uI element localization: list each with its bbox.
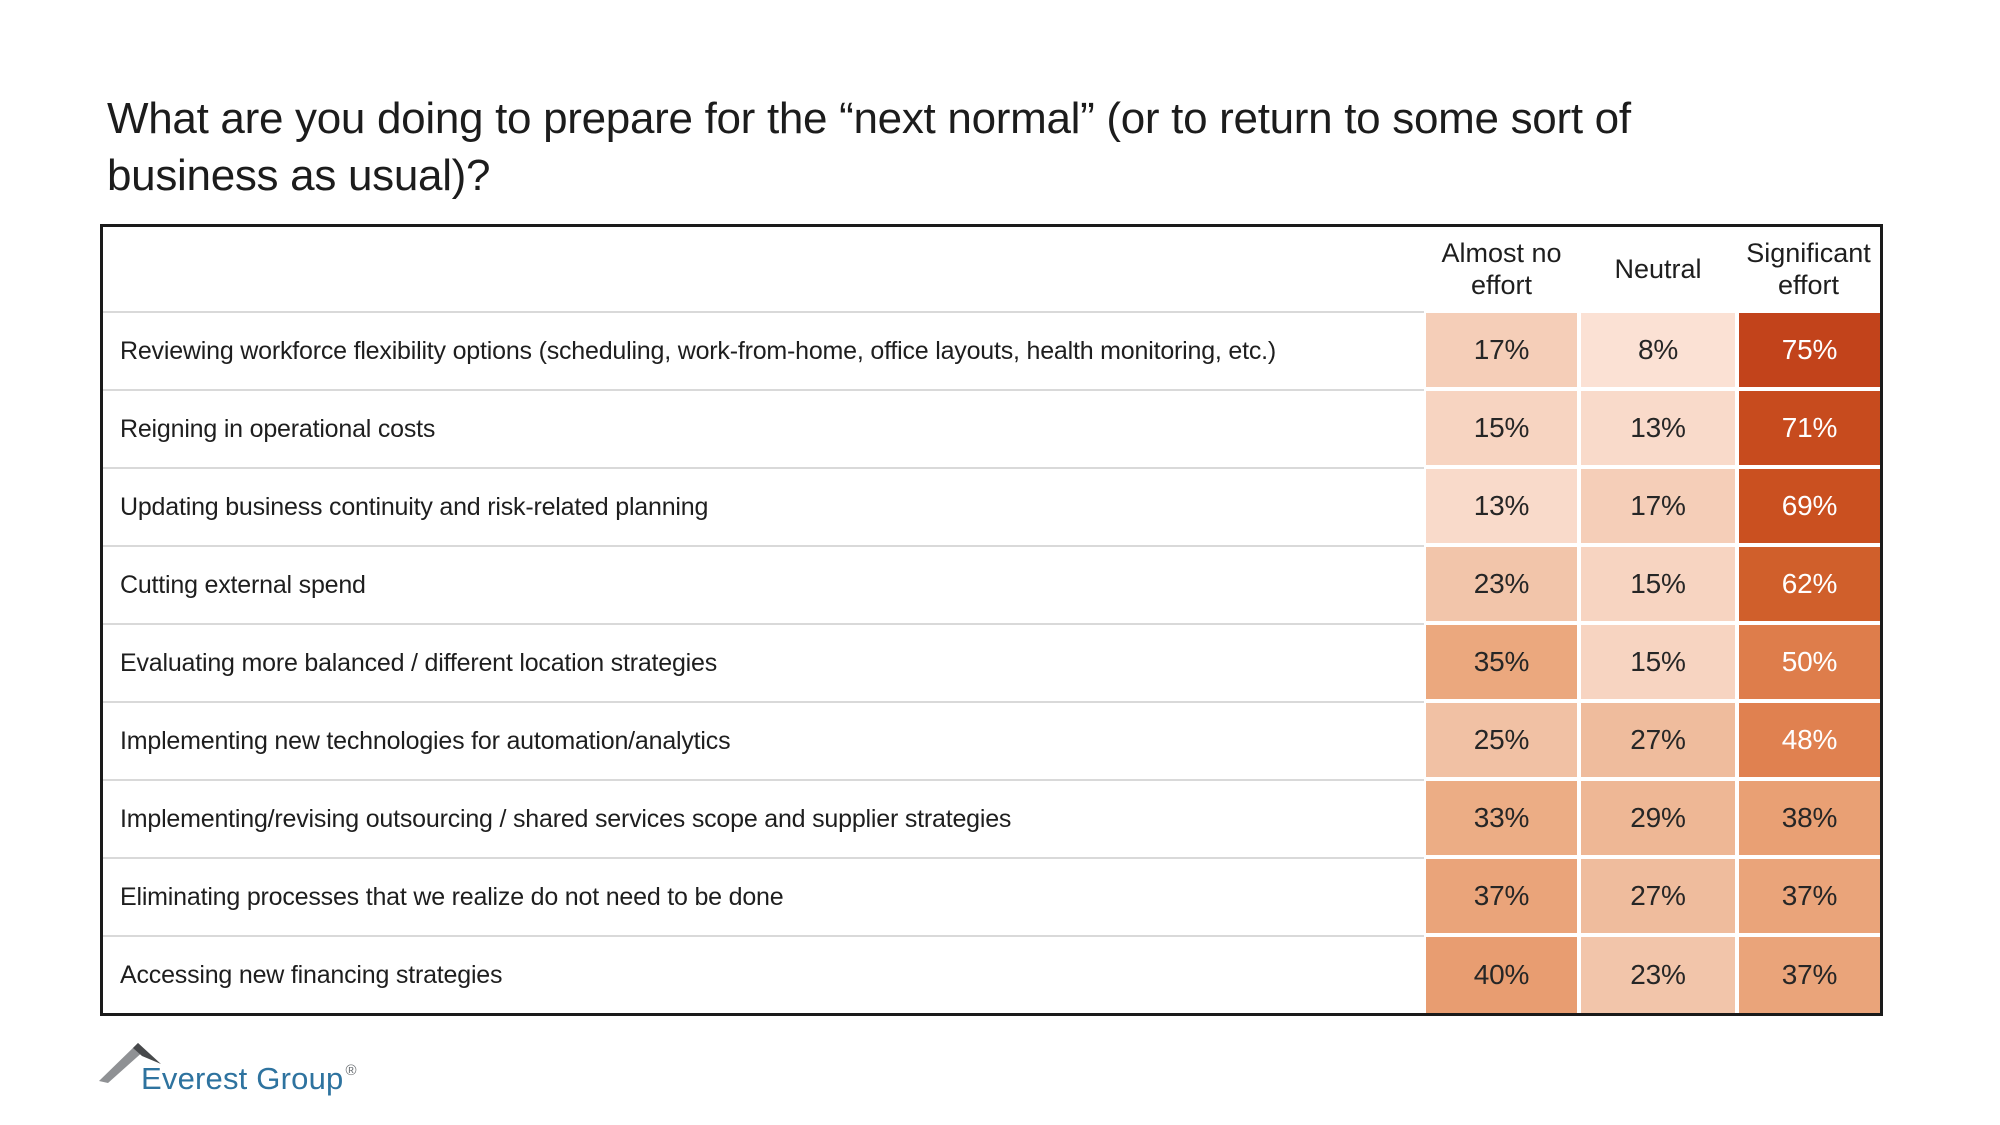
heatmap-cell: 37%	[1737, 935, 1880, 1013]
heatmap-value: 37%	[1739, 937, 1880, 1013]
heatmap-cell: 23%	[1579, 935, 1737, 1013]
column-header-neutral: Neutral	[1614, 254, 1702, 284]
heatmap-value: 62%	[1739, 547, 1880, 621]
heatmap-value: 69%	[1739, 469, 1880, 543]
heatmap-value: 15%	[1426, 391, 1577, 465]
table-row: Reigning in operational costs 15% 13% 71…	[103, 389, 1880, 467]
heatmap-cell: 37%	[1737, 857, 1880, 935]
heatmap-value: 25%	[1426, 703, 1577, 777]
row-label: Evaluating more balanced / different loc…	[103, 623, 1424, 701]
heatmap-cell: 40%	[1424, 935, 1579, 1013]
row-label: Updating business continuity and risk-re…	[103, 467, 1424, 545]
page-title-line2: business as usual)?	[107, 151, 491, 200]
page-title-line1: What are you doing to prepare for the “n…	[107, 94, 1631, 143]
page-title: What are you doing to prepare for the “n…	[107, 90, 1867, 204]
table-row: Implementing new technologies for automa…	[103, 701, 1880, 779]
heatmap-cell: 50%	[1737, 623, 1880, 701]
heatmap-cell: 27%	[1579, 857, 1737, 935]
heatmap-cell: 15%	[1579, 623, 1737, 701]
heatmap-cell: 35%	[1424, 623, 1579, 701]
heatmap-value: 17%	[1581, 469, 1735, 543]
heatmap-cell: 62%	[1737, 545, 1880, 623]
heatmap-value: 71%	[1739, 391, 1880, 465]
heatmap-cell: 27%	[1579, 701, 1737, 779]
everest-group-logo: Everest Group ®	[97, 1037, 417, 1107]
heatmap-cell: 13%	[1579, 389, 1737, 467]
heatmap-value: 15%	[1581, 547, 1735, 621]
heatmap-value: 15%	[1581, 625, 1735, 699]
survey-heatmap-table: Almost no effort Neutral Significant eff…	[100, 224, 1883, 1016]
heatmap-cell: 15%	[1424, 389, 1579, 467]
table-row: Implementing/revising outsourcing / shar…	[103, 779, 1880, 857]
everest-group-wordmark: Everest Group ®	[141, 1061, 357, 1096]
row-label: Implementing new technologies for automa…	[103, 701, 1424, 779]
table-row: Reviewing workforce flexibility options …	[103, 311, 1880, 389]
heatmap-value: 40%	[1426, 937, 1577, 1013]
heatmap-cell: 37%	[1424, 857, 1579, 935]
heatmap-cell: 71%	[1737, 389, 1880, 467]
table-row: Accessing new financing strategies 40% 2…	[103, 935, 1880, 1013]
heatmap-value: 27%	[1581, 703, 1735, 777]
heatmap-value: 35%	[1426, 625, 1577, 699]
heatmap-cell: 69%	[1737, 467, 1880, 545]
heatmap-value: 13%	[1581, 391, 1735, 465]
heatmap-cell: 23%	[1424, 545, 1579, 623]
row-label: Cutting external spend	[103, 545, 1424, 623]
heatmap-value: 17%	[1426, 313, 1577, 387]
heatmap-value: 50%	[1739, 625, 1880, 699]
table-row: Updating business continuity and risk-re…	[103, 467, 1880, 545]
heatmap-value: 29%	[1581, 781, 1735, 855]
heatmap-cell: 25%	[1424, 701, 1579, 779]
heatmap-cell: 15%	[1579, 545, 1737, 623]
mountain-icon	[99, 1043, 161, 1083]
table-row: Eliminating processes that we realize do…	[103, 857, 1880, 935]
header-empty-cell	[103, 227, 1424, 311]
heatmap-value: 8%	[1581, 313, 1735, 387]
heatmap-value: 37%	[1739, 859, 1880, 933]
table-row: Evaluating more balanced / different loc…	[103, 623, 1880, 701]
table-header-row: Almost no effort Neutral Significant eff…	[103, 227, 1880, 311]
heatmap-cell: 75%	[1737, 311, 1880, 389]
heatmap-cell: 48%	[1737, 701, 1880, 779]
heatmap-value: 37%	[1426, 859, 1577, 933]
registered-trademark-symbol: ®	[345, 1062, 357, 1079]
table-row: Cutting external spend 23% 15% 62%	[103, 545, 1880, 623]
heatmap-value: 75%	[1739, 313, 1880, 387]
heatmap-value: 23%	[1426, 547, 1577, 621]
heatmap-cell: 17%	[1424, 311, 1579, 389]
heatmap-cell: 38%	[1737, 779, 1880, 857]
heatmap-value: 33%	[1426, 781, 1577, 855]
row-label: Accessing new financing strategies	[103, 935, 1424, 1013]
heatmap-cell: 29%	[1579, 779, 1737, 857]
heatmap-value: 13%	[1426, 469, 1577, 543]
row-label: Reviewing workforce flexibility options …	[103, 311, 1424, 389]
heatmap-value: 48%	[1739, 703, 1880, 777]
heatmap-cell: 33%	[1424, 779, 1579, 857]
heatmap-value: 27%	[1581, 859, 1735, 933]
column-header-significant-effort: Significant effort	[1746, 238, 1871, 300]
row-label: Eliminating processes that we realize do…	[103, 857, 1424, 935]
heatmap-cell: 17%	[1579, 467, 1737, 545]
heatmap-value: 38%	[1739, 781, 1880, 855]
heatmap-cell: 8%	[1579, 311, 1737, 389]
heatmap-value: 23%	[1581, 937, 1735, 1013]
column-header-almost-no-effort: Almost no effort	[1441, 238, 1562, 300]
heatmap-cell: 13%	[1424, 467, 1579, 545]
row-label: Reigning in operational costs	[103, 389, 1424, 467]
row-label: Implementing/revising outsourcing / shar…	[103, 779, 1424, 857]
